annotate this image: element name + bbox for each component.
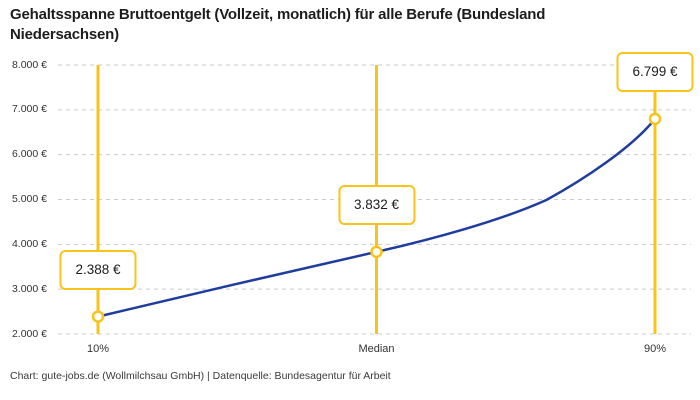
x-axis-tick-label: 10%: [86, 343, 110, 355]
y-axis-tick-label: 6.000 €: [11, 148, 47, 161]
data-point-marker: [91, 310, 105, 323]
y-axis-tick-label: 7.000 €: [11, 103, 47, 116]
value-label-box: 3.832 €: [337, 185, 416, 225]
chart-title: Gehaltsspanne Bruttoentgelt (Vollzeit, m…: [10, 6, 546, 43]
y-axis-tick-label: 8.000 €: [11, 58, 47, 71]
y-axis-tick-label: 5.000 €: [11, 193, 47, 205]
x-axis-tick-label: Median: [358, 343, 395, 355]
attribution-footer: Chart: gute-jobs.de (Wollmilchsau GmbH) …: [10, 370, 391, 382]
y-axis-tick-label: 2.000 €: [11, 327, 47, 340]
value-label-box: 2.388 €: [59, 250, 137, 290]
data-point-marker: [648, 112, 662, 126]
x-axis-tick-label: 90%: [643, 343, 667, 355]
data-point-marker: [370, 245, 383, 259]
y-axis-tick-label: 3.000 €: [11, 282, 47, 295]
y-axis-tick-label: 4.000 €: [11, 237, 47, 250]
salary-curve: [97, 118, 656, 318]
value-label-box: 6.799 €: [616, 52, 694, 92]
